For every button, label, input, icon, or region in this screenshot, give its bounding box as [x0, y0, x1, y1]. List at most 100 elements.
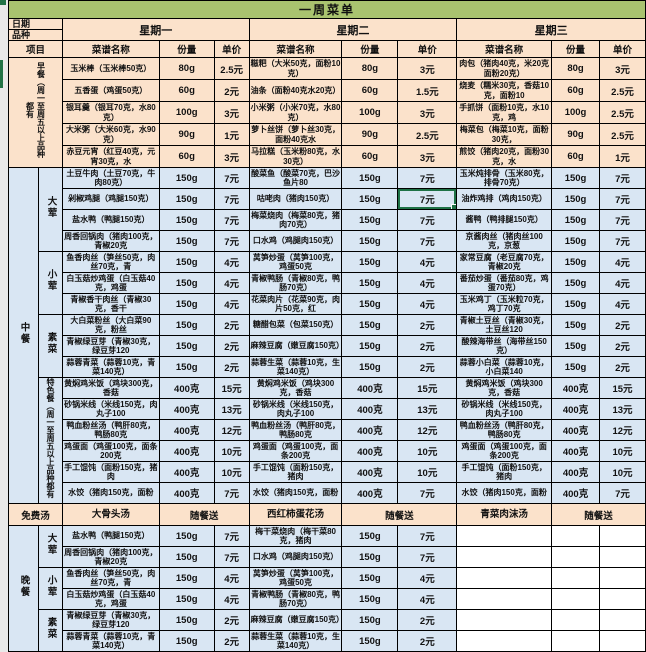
portion-cell[interactable]: 150g: [158, 335, 215, 357]
section-label-breakfast[interactable]: 早餐（周一至周五以上品种都有: [8, 57, 63, 168]
portion-cell[interactable]: 100g: [341, 101, 399, 124]
portion-cell[interactable]: 150g: [158, 630, 215, 652]
portion-cell[interactable]: 80g: [551, 57, 600, 80]
sub-header-dish[interactable]: 菜谱名称: [61, 40, 160, 58]
price-cell[interactable]: 3元: [397, 145, 458, 168]
portion-cell[interactable]: 90g: [551, 123, 600, 146]
dish-cell[interactable]: [456, 630, 553, 652]
sub-header-price[interactable]: 单价: [599, 40, 646, 58]
dish-cell[interactable]: 鸡蛋面（鸡蛋100克，面条200克: [248, 440, 343, 462]
portion-cell[interactable]: 150g: [158, 209, 215, 231]
sub-header-dish[interactable]: 菜谱名称: [248, 40, 343, 58]
dish-cell[interactable]: 煎饺（猪肉20克，面粉30克，水: [456, 145, 553, 168]
dish-cell[interactable]: 花菜肉片（花菜90克，肉片50克，红: [248, 293, 343, 315]
portion-cell[interactable]: 150g: [341, 525, 399, 547]
portion-cell[interactable]: 90g: [341, 123, 399, 146]
portion-cell[interactable]: 150g: [158, 188, 215, 210]
price-cell[interactable]: 2元: [213, 356, 250, 378]
price-cell[interactable]: 2元: [397, 609, 458, 631]
corner-date-variety-cell[interactable]: 日期 品种: [8, 18, 63, 41]
dish-cell[interactable]: 手工馄饨（面粉150克，猪肉: [61, 461, 160, 483]
dish-cell[interactable]: [456, 567, 553, 589]
dish-cell[interactable]: 麻辣豆腐（嫩豆腐150克）: [248, 609, 343, 631]
price-cell[interactable]: 3元: [599, 57, 646, 80]
price-cell[interactable]: 4元: [397, 251, 458, 273]
portion-cell[interactable]: 150g: [158, 314, 215, 336]
dish-cell[interactable]: [456, 546, 553, 568]
dish-cell[interactable]: 梅菜包（梅菜10克，面粉30克，: [456, 123, 553, 146]
portion-cell[interactable]: 150g: [551, 209, 600, 231]
dish-cell[interactable]: 蒜蓉青菜（蒜蓉10克，青菜140克）: [61, 630, 160, 652]
dish-cell[interactable]: 肉包（猪肉40克，米20克面粉20克）: [456, 57, 553, 80]
price-cell[interactable]: 4元: [397, 567, 458, 589]
dish-cell[interactable]: 水饺（猪肉150克，面粉: [456, 482, 553, 504]
portion-cell[interactable]: 150g: [551, 272, 600, 294]
price-cell[interactable]: 10元: [213, 440, 250, 462]
portion-cell[interactable]: 150g: [341, 567, 399, 589]
dish-cell[interactable]: 青椒土豆丝（青椒30克，土豆丝120: [456, 314, 553, 336]
portion-cell[interactable]: 150g: [158, 272, 215, 294]
dish-cell[interactable]: [456, 525, 553, 547]
dish-cell[interactable]: 蒜蓉生菜（蒜蓉10克，生菜140克）: [248, 356, 343, 378]
price-cell[interactable]: 7元: [213, 546, 250, 568]
price-cell[interactable]: 4元: [397, 272, 458, 294]
price-cell[interactable]: 7元: [599, 230, 646, 252]
portion-cell[interactable]: [551, 609, 600, 631]
price-cell[interactable]: 7元: [397, 230, 458, 252]
dish-cell[interactable]: 盐水鸭（鸭腿150克）: [61, 525, 160, 547]
price-cell[interactable]: 7元: [213, 230, 250, 252]
portion-cell[interactable]: 400克: [341, 461, 399, 483]
portion-cell[interactable]: 150g: [341, 272, 399, 294]
portion-cell[interactable]: 150g: [341, 230, 399, 252]
soup-note-cell[interactable]: 随餐送: [551, 503, 646, 526]
portion-cell[interactable]: [551, 567, 600, 589]
dish-cell[interactable]: 糍粑（大米50克，面粉10克）: [248, 57, 343, 80]
price-cell[interactable]: 2.5元: [397, 123, 458, 146]
price-cell[interactable]: 10元: [599, 461, 646, 483]
price-cell[interactable]: 10元: [599, 440, 646, 462]
dish-cell[interactable]: 砂锅米线（米线150克，肉丸子100: [248, 398, 343, 420]
dish-cell[interactable]: 口水鸡（鸡腿肉150克）: [248, 230, 343, 252]
price-cell[interactable]: 7元: [397, 525, 458, 547]
group-label[interactable]: 小荤: [37, 251, 63, 315]
price-cell[interactable]: [599, 588, 646, 610]
sub-header-dish[interactable]: 菜谱名称: [456, 40, 553, 58]
portion-cell[interactable]: 400克: [158, 482, 215, 504]
price-cell[interactable]: 12元: [397, 419, 458, 441]
sub-header-price[interactable]: 单价: [397, 40, 458, 58]
portion-cell[interactable]: 150g: [551, 314, 600, 336]
portion-cell[interactable]: 150g: [158, 356, 215, 378]
price-cell[interactable]: 2.5元: [599, 101, 646, 124]
price-cell[interactable]: 3元: [213, 145, 250, 168]
dish-cell[interactable]: 白玉菇炒鸡蛋（白玉菇40克，鸡蛋: [61, 272, 160, 294]
dish-cell[interactable]: 盐水鸭（鸭腿150克）: [61, 209, 160, 231]
dish-cell[interactable]: 糖醋包菜（包菜150克）: [248, 314, 343, 336]
dish-cell[interactable]: 马拉糕（玉米粉80克，水30克）: [248, 145, 343, 168]
dish-cell[interactable]: 家常豆腐（老豆腐70克，青椒20克: [456, 251, 553, 273]
portion-cell[interactable]: 80g: [158, 57, 215, 80]
price-cell[interactable]: 2元: [599, 314, 646, 336]
dish-cell[interactable]: 鱼香肉丝（笋丝50克，肉丝70克，青: [61, 567, 160, 589]
price-cell[interactable]: 7元: [213, 188, 250, 210]
dish-cell[interactable]: 莴笋炒蛋（莴笋100克，鸡蛋50克: [248, 567, 343, 589]
portion-cell[interactable]: 60g: [551, 145, 600, 168]
group-label[interactable]: 大荤: [37, 167, 63, 252]
dish-cell[interactable]: 水饺（猪肉150克，面粉: [61, 482, 160, 504]
price-cell[interactable]: 1.5元: [397, 79, 458, 102]
dish-cell[interactable]: 鸭血粉丝汤（鸭肝80克，鸭肠80克: [248, 419, 343, 441]
portion-cell[interactable]: 150g: [341, 167, 399, 189]
item-header-cell[interactable]: 项目: [8, 40, 63, 58]
dish-cell[interactable]: 蒜蓉生菜（蒜蓉10克，生菜140克）: [248, 630, 343, 652]
price-cell[interactable]: 4元: [397, 293, 458, 315]
dish-cell[interactable]: 口水鸡（鸡腿肉150克）: [248, 546, 343, 568]
price-cell[interactable]: 3元: [397, 101, 458, 124]
dish-cell[interactable]: 青椒绿豆芽（青椒30克，绿豆芽120: [61, 335, 160, 357]
dish-cell[interactable]: 小米粥（小米70克，水80克）: [248, 101, 343, 124]
dish-cell[interactable]: 手工馄饨（面粉150克，猪肉: [456, 461, 553, 483]
price-cell[interactable]: 2元: [397, 630, 458, 652]
portion-cell[interactable]: [551, 525, 600, 547]
dish-cell[interactable]: 黄焖鸡米饭（鸡块300克，香菇: [248, 377, 343, 399]
group-label[interactable]: 小荤: [37, 567, 63, 610]
price-cell[interactable]: 4元: [213, 588, 250, 610]
portion-cell[interactable]: 150g: [341, 609, 399, 631]
